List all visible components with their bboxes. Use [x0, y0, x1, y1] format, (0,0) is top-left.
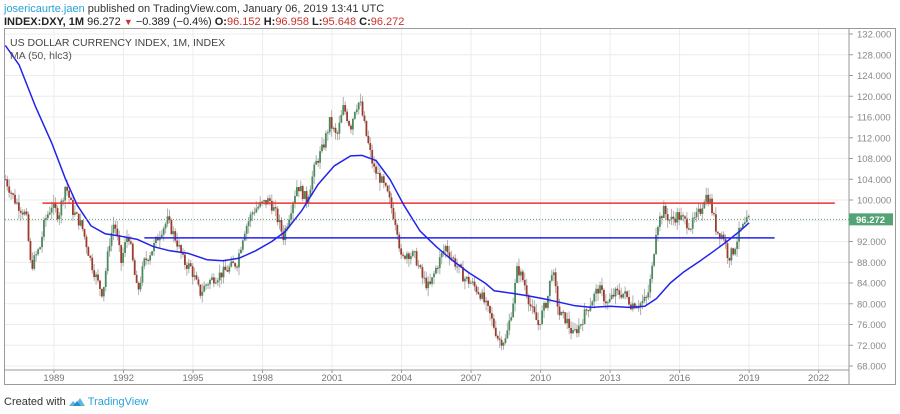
x-tick-label: 2013	[600, 373, 621, 384]
tradingview-logo-icon	[68, 398, 85, 406]
x-tick-label: 2022	[808, 373, 829, 384]
x-tick-label: 1995	[182, 373, 203, 384]
x-tick-label: 1998	[252, 373, 273, 384]
high-value: 96.958	[275, 16, 309, 28]
x-tick-label: 2019	[739, 373, 760, 384]
tradingview-brand-link[interactable]: TradingView	[87, 396, 149, 408]
chart-title: US DOLLAR CURRENCY INDEX, 1M, INDEX	[10, 37, 226, 49]
y-tick-label: 88.000	[857, 258, 886, 269]
y-tick-label: 92.000	[857, 237, 886, 248]
y-tick-label: 76.000	[857, 320, 886, 331]
y-tick-label: 104.000	[857, 175, 891, 186]
author-link[interactable]: josericaurte.jaen	[4, 3, 85, 15]
y-tick-label: 80.000	[857, 299, 886, 310]
publish-info: josericaurte.jaen published on TradingVi…	[4, 3, 384, 15]
x-tick-label: 2004	[391, 373, 412, 384]
y-tick-label: 124.000	[857, 71, 891, 82]
y-tick-label: 72.000	[857, 341, 886, 352]
y-tick-label: 128.000	[857, 50, 891, 61]
close-value: 96.272	[370, 16, 405, 28]
y-tick-label: 100.000	[857, 196, 891, 207]
x-tick-label: 2007	[460, 373, 481, 384]
created-with-text: Created with	[4, 396, 66, 408]
low-label: L:	[312, 16, 323, 28]
moving-average-line[interactable]	[5, 44, 750, 309]
plot-area	[5, 44, 849, 351]
low-value: 95.648	[322, 16, 357, 28]
price-change: −0.389 (−0.4%)	[135, 16, 212, 28]
open-value: 96.152	[226, 16, 261, 28]
y-tick-label: 120.000	[857, 92, 891, 103]
indicator-legend[interactable]: MA (50, hlc3)	[10, 50, 72, 62]
symbol-label: INDEX:DXY, 1M	[4, 16, 85, 28]
footer: Created with TradingView	[4, 396, 148, 408]
last-price: 96.272	[87, 16, 121, 28]
y-tick-label: 68.000	[857, 362, 886, 373]
chart-frame	[4, 28, 896, 385]
last-price-tag	[849, 213, 893, 226]
y-tick-label: 84.000	[857, 279, 886, 290]
y-tick-label: 108.000	[857, 154, 891, 165]
last-price-tag-label: 96.272	[856, 215, 885, 226]
close-label: C:	[359, 16, 371, 28]
x-tick-label: 2016	[669, 373, 690, 384]
open-label: O:	[214, 16, 227, 28]
x-tick-label: 1989	[43, 373, 64, 384]
x-tick-label: 2010	[530, 373, 551, 384]
y-tick-label: 112.000	[857, 133, 891, 144]
high-label: H:	[263, 16, 276, 28]
y-tick-label: 132.000	[857, 30, 891, 41]
x-tick-label: 1992	[113, 373, 134, 384]
y-tick-label: 116.000	[857, 113, 891, 124]
candles	[5, 93, 750, 351]
down-arrow-icon: ▼	[123, 17, 133, 27]
x-tick-label: 2001	[321, 373, 342, 384]
symbol-info: INDEX:DXY, 1M 96.272 ▼ −0.389 (−0.4%) O:…	[4, 16, 404, 28]
publish-text: published on TradingView.com, January 06…	[87, 3, 385, 15]
